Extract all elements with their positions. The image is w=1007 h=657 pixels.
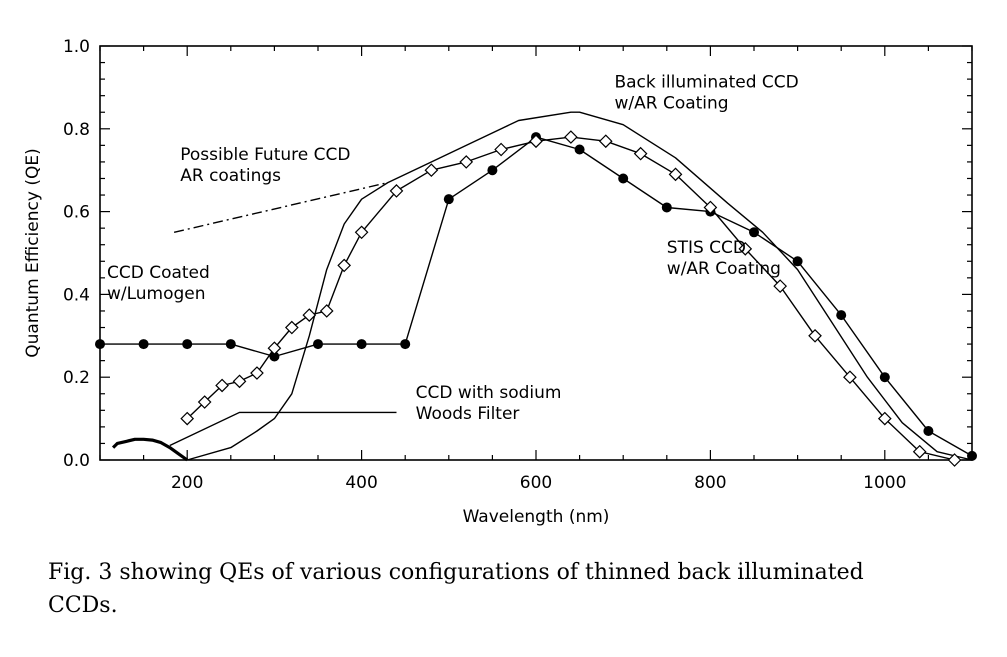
annotations: Back illuminated CCD w/AR CoatingPossible… (107, 72, 799, 447)
stis-point (443, 194, 454, 205)
x-tick-label: 600 (520, 473, 552, 493)
annotation-future: Possible Future CCD AR coatings (180, 145, 350, 186)
stis-point (182, 339, 193, 350)
stis-point (923, 426, 934, 437)
lumogen-point (267, 341, 282, 356)
annotation-line: Woods Filter (416, 404, 520, 424)
y-axis-title: Quantum Efficiency (QE) (23, 148, 43, 357)
stis-point (618, 173, 629, 184)
lumogen-point (703, 200, 718, 215)
stis-point (574, 144, 585, 155)
annotation-line: CCD Coated (107, 263, 210, 283)
series-line-2 (186, 136, 955, 461)
lumogen-point (389, 184, 404, 198)
lumogen-point (738, 242, 753, 256)
lumogen-point (284, 320, 299, 335)
caption-line-1: Fig. 3 showing QEs of various configurat… (48, 560, 864, 585)
annotation-back: Back illuminated CCD w/AR Coating (614, 72, 798, 113)
lumogen-point (877, 411, 892, 426)
stis-point (313, 339, 323, 350)
caption-line-2: CCDs. (48, 593, 118, 618)
lumogen-point (215, 378, 229, 393)
leader-line (169, 411, 397, 447)
y-tick-label: 0.8 (63, 120, 90, 140)
x-tick-label: 400 (345, 473, 377, 493)
stis-point (400, 339, 411, 350)
annotation-line: STIS CCD (667, 238, 746, 258)
stis-point (661, 202, 672, 213)
stis-point (879, 372, 890, 383)
x-tick-label: 200 (171, 473, 203, 493)
annotation-line: CCD with sodium (416, 383, 562, 403)
stis-point (138, 339, 149, 350)
lumogen-point (947, 453, 962, 467)
y-tick-label: 0.6 (63, 203, 90, 223)
lumogen-point (354, 225, 369, 240)
stis-point (792, 256, 803, 267)
stis-point (269, 351, 280, 362)
stis-point (356, 339, 367, 350)
figure-caption: Fig. 3 showing QEs of various configurat… (48, 556, 1007, 622)
stis-point (749, 227, 759, 238)
lumogen-point (180, 411, 195, 426)
lumogen-point (912, 444, 927, 459)
lumogen-point (250, 366, 264, 380)
series-line-0 (187, 111, 973, 461)
lumogen-point (843, 370, 857, 385)
lumogen-point (598, 134, 613, 149)
annotation-line: Back illuminated CCD (614, 72, 798, 92)
lumogen-point (197, 395, 212, 409)
x-axis-title: Wavelength (nm) (463, 507, 610, 527)
y-tick-label: 0.4 (63, 285, 90, 305)
annotation-woods: CCD with sodium Woods Filter (416, 383, 562, 424)
lumogen-point (668, 167, 683, 182)
annotation-line: Possible Future CCD (180, 145, 350, 165)
x-tick-label: 800 (694, 473, 726, 493)
lumogen-point (232, 374, 247, 389)
annotation-lumogen: CCD Coated w/Lumogen (107, 263, 210, 304)
axis-ticks: 200 400 600 800 1000 0.0 0.2 0.4 0.6 0.8 1.0 (63, 37, 973, 493)
lumogen-point (633, 146, 648, 161)
y-tick-label: 0.0 (63, 451, 90, 471)
lumogen-point (564, 130, 578, 144)
stis-point (487, 165, 498, 176)
lumogen-point (773, 279, 788, 293)
lumogen-point (302, 308, 317, 322)
lumogen-point (319, 304, 334, 318)
y-tick-label: 0.2 (63, 368, 90, 388)
x-tick-label: 1000 (863, 473, 906, 493)
stis-point (836, 310, 847, 321)
lumogen-point (494, 142, 508, 157)
annotation-line: w/AR Coating (614, 93, 728, 113)
series-line-4 (173, 181, 388, 233)
annotation-stis: STIS CCD w/AR Coating (667, 238, 781, 279)
lumogen-point (424, 163, 439, 178)
annotation-line: w/AR Coating (667, 259, 781, 279)
lumogen-point (529, 134, 543, 149)
annotation-line: AR coatings (180, 166, 281, 186)
lumogen-point (337, 258, 352, 273)
stis-point (225, 339, 236, 350)
lumogen-point (808, 328, 822, 343)
y-tick-label: 1.0 (63, 37, 90, 57)
lumogen-point (459, 155, 474, 169)
series-line-3 (111, 437, 189, 462)
stis-point (95, 339, 105, 350)
series-markers (95, 130, 977, 467)
stis-point (967, 450, 977, 461)
annotation-line: w/Lumogen (107, 284, 206, 304)
